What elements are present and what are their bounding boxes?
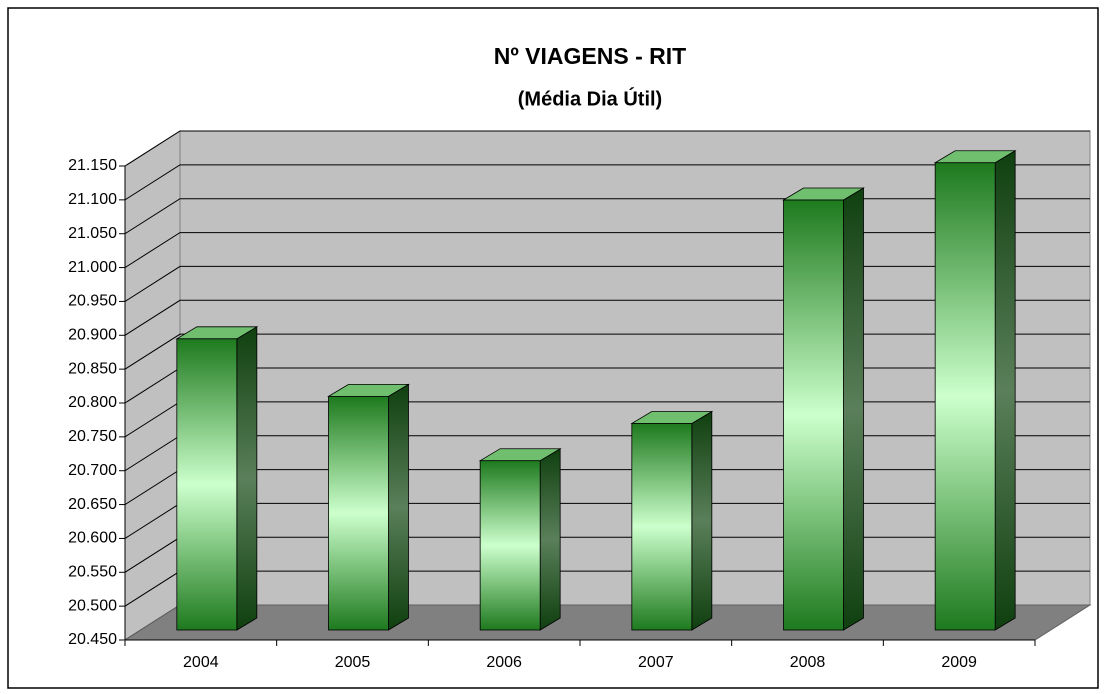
y-tick-label: 20.800 [68,394,117,411]
y-tick-label: 20.750 [68,428,117,445]
y-tick-label: 20.650 [68,496,117,513]
bar [328,395,389,631]
x-tick-label: 2005 [335,654,371,671]
y-tick-label: 20.700 [68,462,117,479]
x-tick-label: 2009 [941,654,977,671]
y-tick-label: 20.900 [68,327,117,344]
y-tick-label: 20.450 [68,631,117,648]
y-tick-label: 21.000 [68,259,117,276]
y-tick-label: 20.500 [68,597,117,614]
chart-subtitle: (Média Dia Útil) [518,86,662,110]
y-tick-label: 21.150 [68,157,117,174]
bar-side [843,187,864,631]
grid-line [124,164,1090,201]
bar [479,460,541,631]
grid-line [124,130,1090,167]
y-tick-label: 20.600 [68,530,117,547]
bar-side [994,150,1016,631]
y-tick-label: 20.850 [68,360,117,377]
y-tick-label: 21.100 [68,191,117,208]
bar-side [539,448,561,631]
chart-title: Nº VIAGENS - RIT [494,43,686,69]
bar [783,199,844,631]
bar-side [388,383,409,631]
bar [934,162,996,631]
bar [176,338,238,631]
bar [631,423,693,631]
x-tick-label: 2004 [183,654,219,671]
x-tick-label: 2007 [638,654,674,671]
y-tick-label: 20.950 [68,293,117,310]
y-tick-label: 21.050 [68,225,117,242]
x-tick-label: 2008 [790,654,826,671]
bar-side [236,326,258,631]
x-tick-label: 2006 [486,654,522,671]
bar-side [691,410,713,631]
y-tick-label: 20.550 [68,564,117,581]
